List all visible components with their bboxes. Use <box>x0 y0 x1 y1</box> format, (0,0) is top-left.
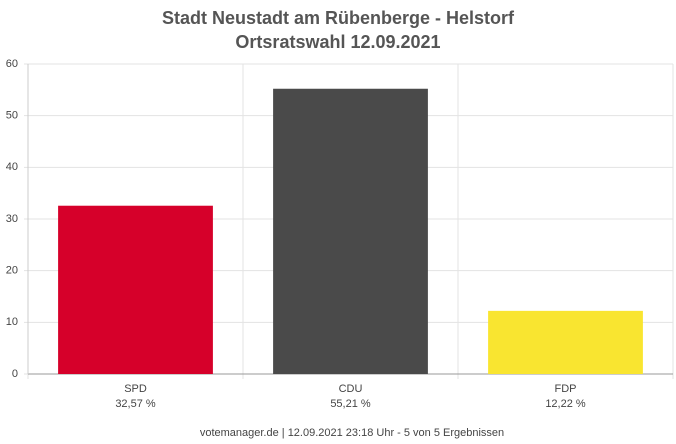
value-label: 12,22 % <box>545 398 586 410</box>
y-tick-label: 50 <box>6 110 18 122</box>
x-tick-label: SPD <box>124 383 147 395</box>
footer: votemanager.de | 12.09.2021 23:18 Uhr - … <box>200 427 504 439</box>
y-tick-label: 10 <box>6 316 18 328</box>
chart-title: Stadt Neustadt am Rübenberge - Helstorf <box>162 8 515 28</box>
value-label: 55,21 % <box>330 398 371 410</box>
x-tick-label: FDP <box>555 383 577 395</box>
bar <box>58 205 213 374</box>
x-tick-label: CDU <box>339 383 363 395</box>
y-tick-label: 30 <box>6 213 18 225</box>
y-tick-label: 60 <box>6 58 18 70</box>
y-tick-label: 40 <box>6 161 18 173</box>
bar <box>488 310 643 374</box>
chart-subtitle: Ortsratswahl 12.09.2021 <box>235 32 440 52</box>
y-tick-label: 0 <box>12 368 18 380</box>
y-tick-label: 20 <box>6 265 18 277</box>
value-label: 32,57 % <box>115 398 156 410</box>
bar <box>273 88 428 374</box>
